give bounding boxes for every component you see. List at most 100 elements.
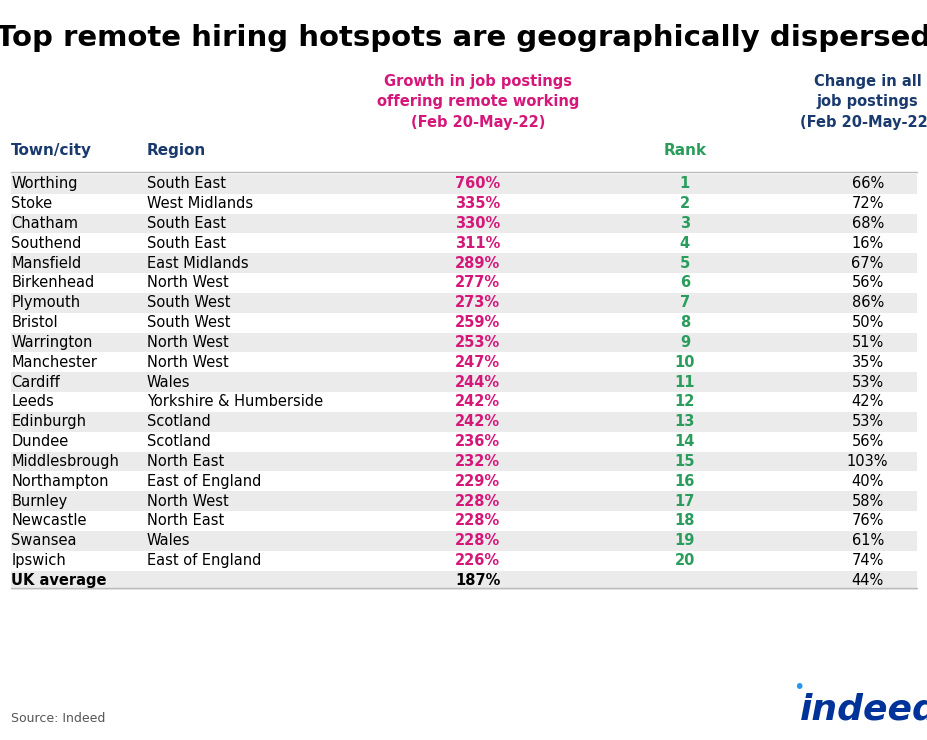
Text: Source: Indeed: Source: Indeed: [11, 712, 106, 725]
Text: North West: North West: [146, 335, 228, 350]
Text: North East: North East: [146, 454, 223, 469]
Text: 16: 16: [674, 474, 694, 489]
Text: South East: South East: [146, 176, 225, 192]
Text: Mansfield: Mansfield: [11, 255, 82, 271]
Text: Region: Region: [146, 143, 206, 158]
Text: Worthing: Worthing: [11, 176, 78, 192]
Text: 236%: 236%: [455, 434, 500, 449]
Text: Scotland: Scotland: [146, 434, 210, 449]
Text: Top remote hiring hotspots are geographically dispersed: Top remote hiring hotspots are geographi…: [0, 24, 927, 52]
Text: 12: 12: [674, 394, 694, 409]
Text: 277%: 277%: [455, 275, 500, 291]
Text: 20: 20: [674, 553, 694, 568]
Text: 9: 9: [679, 335, 689, 350]
Text: 6: 6: [679, 275, 689, 291]
Text: Leeds: Leeds: [11, 394, 54, 409]
Text: South West: South West: [146, 295, 230, 310]
Text: Bristol: Bristol: [11, 315, 57, 330]
Text: East of England: East of England: [146, 553, 260, 568]
Text: Middlesbrough: Middlesbrough: [11, 454, 119, 469]
Text: 61%: 61%: [851, 534, 883, 548]
Text: 228%: 228%: [455, 534, 500, 548]
Text: 53%: 53%: [851, 374, 883, 390]
Text: Birkenhead: Birkenhead: [11, 275, 95, 291]
Text: 253%: 253%: [455, 335, 500, 350]
Text: Change in all
job postings
(Feb 20-May-22): Change in all job postings (Feb 20-May-2…: [800, 74, 927, 130]
Text: 1: 1: [679, 176, 690, 192]
Text: Burnley: Burnley: [11, 494, 68, 508]
Text: 247%: 247%: [455, 354, 500, 370]
Text: Edinburgh: Edinburgh: [11, 414, 86, 429]
Text: 86%: 86%: [851, 295, 883, 310]
Text: 14: 14: [674, 434, 694, 449]
Text: 3: 3: [679, 216, 689, 231]
Text: 42%: 42%: [851, 394, 883, 409]
Text: 17: 17: [674, 494, 694, 508]
Text: North West: North West: [146, 494, 228, 508]
Text: Newcastle: Newcastle: [11, 514, 86, 528]
Text: 72%: 72%: [850, 196, 883, 211]
Text: •: •: [793, 678, 804, 697]
Text: 187%: 187%: [455, 573, 500, 588]
Text: 228%: 228%: [455, 494, 500, 508]
Text: West Midlands: West Midlands: [146, 196, 252, 211]
Text: Wales: Wales: [146, 534, 190, 548]
Text: 15: 15: [674, 454, 694, 469]
Text: 228%: 228%: [455, 514, 500, 528]
Text: Swansea: Swansea: [11, 534, 77, 548]
Text: North West: North West: [146, 275, 228, 291]
Text: Manchester: Manchester: [11, 354, 97, 370]
Text: 18: 18: [674, 514, 694, 528]
Text: South East: South East: [146, 216, 225, 231]
Text: 273%: 273%: [455, 295, 500, 310]
Text: 16%: 16%: [851, 236, 883, 251]
Text: 4: 4: [679, 236, 689, 251]
Text: 66%: 66%: [851, 176, 883, 192]
Text: North West: North West: [146, 354, 228, 370]
Text: East of England: East of England: [146, 474, 260, 489]
Text: 232%: 232%: [455, 454, 500, 469]
Text: Northampton: Northampton: [11, 474, 108, 489]
Text: 53%: 53%: [851, 414, 883, 429]
Text: 68%: 68%: [851, 216, 883, 231]
Text: Dundee: Dundee: [11, 434, 69, 449]
Text: Wales: Wales: [146, 374, 190, 390]
Text: 226%: 226%: [455, 553, 500, 568]
Text: 67%: 67%: [851, 255, 883, 271]
Text: Warrington: Warrington: [11, 335, 93, 350]
Text: 50%: 50%: [851, 315, 883, 330]
Text: South East: South East: [146, 236, 225, 251]
Text: 289%: 289%: [455, 255, 500, 271]
Text: 56%: 56%: [851, 275, 883, 291]
Text: 13: 13: [674, 414, 694, 429]
Text: 244%: 244%: [455, 374, 500, 390]
Text: 330%: 330%: [455, 216, 500, 231]
Text: Scotland: Scotland: [146, 414, 210, 429]
Text: 259%: 259%: [455, 315, 500, 330]
Text: 311%: 311%: [455, 236, 500, 251]
Text: 229%: 229%: [455, 474, 500, 489]
Text: 74%: 74%: [851, 553, 883, 568]
Text: Town/city: Town/city: [11, 143, 92, 158]
Text: 242%: 242%: [455, 414, 500, 429]
Text: 51%: 51%: [851, 335, 883, 350]
Text: 19: 19: [674, 534, 694, 548]
Text: 11: 11: [674, 374, 694, 390]
Text: East Midlands: East Midlands: [146, 255, 248, 271]
Text: 8: 8: [679, 315, 690, 330]
Text: 40%: 40%: [851, 474, 883, 489]
Text: Rank: Rank: [663, 143, 705, 158]
Text: 103%: 103%: [846, 454, 887, 469]
Text: Cardiff: Cardiff: [11, 374, 60, 390]
Text: 58%: 58%: [851, 494, 883, 508]
Text: South West: South West: [146, 315, 230, 330]
Text: 2: 2: [679, 196, 689, 211]
Text: 35%: 35%: [851, 354, 883, 370]
Text: North East: North East: [146, 514, 223, 528]
Text: Southend: Southend: [11, 236, 82, 251]
Text: 242%: 242%: [455, 394, 500, 409]
Text: 760%: 760%: [455, 176, 500, 192]
Text: Plymouth: Plymouth: [11, 295, 80, 310]
Text: UK average: UK average: [11, 573, 107, 588]
Text: Yorkshire & Humberside: Yorkshire & Humberside: [146, 394, 323, 409]
